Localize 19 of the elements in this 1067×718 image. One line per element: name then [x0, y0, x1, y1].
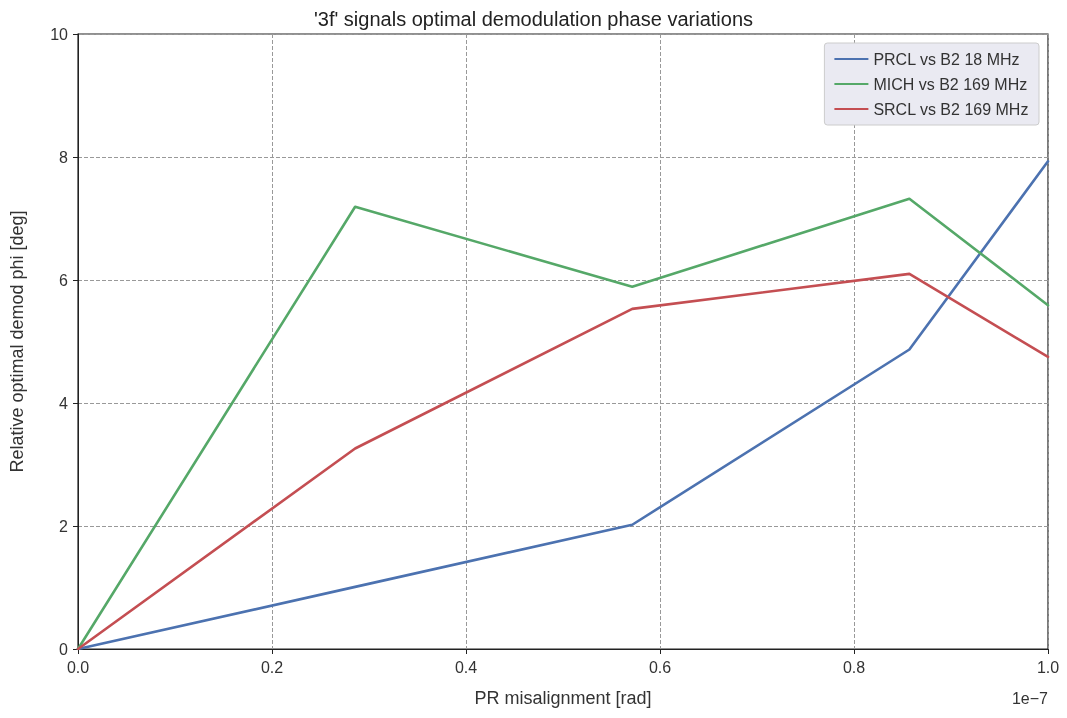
x-tick-label: 0.4	[454, 658, 478, 676]
x-tick-label: 1.0	[1036, 658, 1060, 676]
x-tick-label: 0.8	[842, 658, 866, 676]
legend-label: PRCL vs B2 18 MHz	[873, 50, 1020, 68]
x-tick-label: 0.2	[260, 658, 284, 676]
text: 1e−7	[1011, 689, 1049, 707]
y-tick-label: 2	[59, 517, 69, 535]
x-tick-label: 0.0	[66, 658, 90, 676]
y-tick-label: 0	[59, 640, 69, 658]
y-tick-label: 8	[59, 148, 69, 166]
y-tick-label: 4	[59, 394, 69, 412]
chart-title: '3f' signals optimal demodulation phase variations	[313, 8, 754, 30]
x-tick-label: 0.6	[648, 658, 672, 676]
y-tick-label: 10	[50, 25, 69, 43]
legend-label: SRCL vs B2 169 MHz	[873, 100, 1029, 118]
legend-label: MICH vs B2 169 MHz	[873, 75, 1028, 93]
y-tick-label: 6	[59, 271, 69, 289]
x-axis-title: PR misalignment [rad]	[474, 688, 652, 708]
y-axis-title: Relative optimal demod phi [deg]	[7, 210, 27, 473]
